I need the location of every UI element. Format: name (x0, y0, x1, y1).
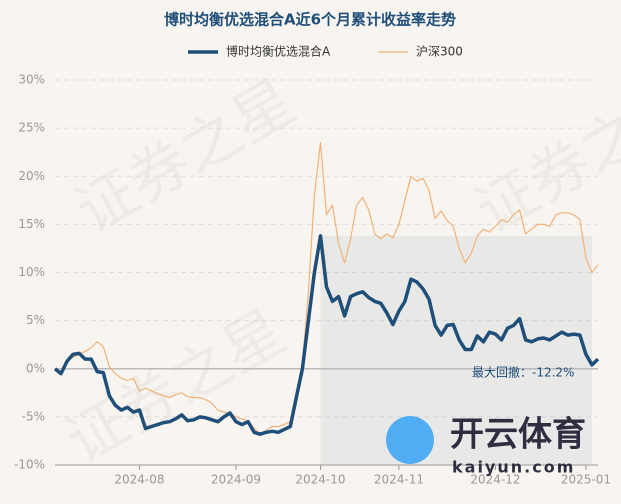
series-line (54, 142, 599, 435)
drawdown-area (320, 235, 592, 465)
y-tick-label: 20% (18, 169, 45, 183)
series-line (53, 234, 600, 436)
y-tick-label: -10% (14, 458, 45, 472)
x-tick-label: 2024-08 (114, 473, 164, 487)
x-tick-label: 2024-09 (211, 473, 261, 487)
legend-label: 沪深300 (416, 45, 463, 59)
watermark: 开云体育 (450, 415, 586, 455)
y-tick-label: 0% (26, 361, 45, 375)
y-tick-label: 5% (26, 313, 45, 327)
watermark: kaiyun.com (452, 458, 575, 477)
legend-label: 博时均衡优选混合A (226, 44, 331, 59)
chart-title: 博时均衡优选混合A近6个月累计收益率走势 (164, 11, 456, 29)
y-tick-label: 15% (18, 217, 45, 231)
watermark: 证券之星 (464, 67, 621, 248)
watermark: 证券之星 (64, 67, 307, 248)
x-tick-label: 2024-10 (295, 473, 345, 487)
y-tick-label: 10% (18, 265, 45, 279)
watermark-logo (386, 416, 434, 464)
x-tick-label: 2024-11 (374, 473, 424, 487)
y-tick-label: -5% (22, 409, 45, 423)
y-tick-label: 25% (18, 121, 45, 135)
annotation: 最大回撤：-12.2% (472, 365, 574, 380)
y-tick-label: 30% (18, 73, 45, 87)
watermark: 证券之星 (54, 297, 297, 478)
x-tick-label: 2024-12 (470, 473, 520, 487)
x-tick-label: 2025-01 (561, 473, 611, 487)
